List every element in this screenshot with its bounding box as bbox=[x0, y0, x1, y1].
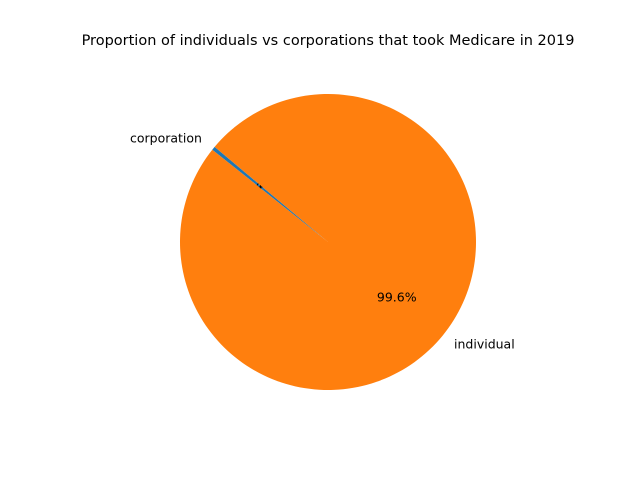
slice-label-corporation: corporation bbox=[130, 130, 202, 145]
slice-label-individual: individual bbox=[454, 337, 515, 352]
pie-slice-individual bbox=[180, 93, 477, 390]
pie-slice-corporation bbox=[212, 146, 328, 242]
chart-title: Proportion of individuals vs corporation… bbox=[81, 33, 575, 49]
slice-percent-individual: 99.6% bbox=[377, 290, 417, 305]
